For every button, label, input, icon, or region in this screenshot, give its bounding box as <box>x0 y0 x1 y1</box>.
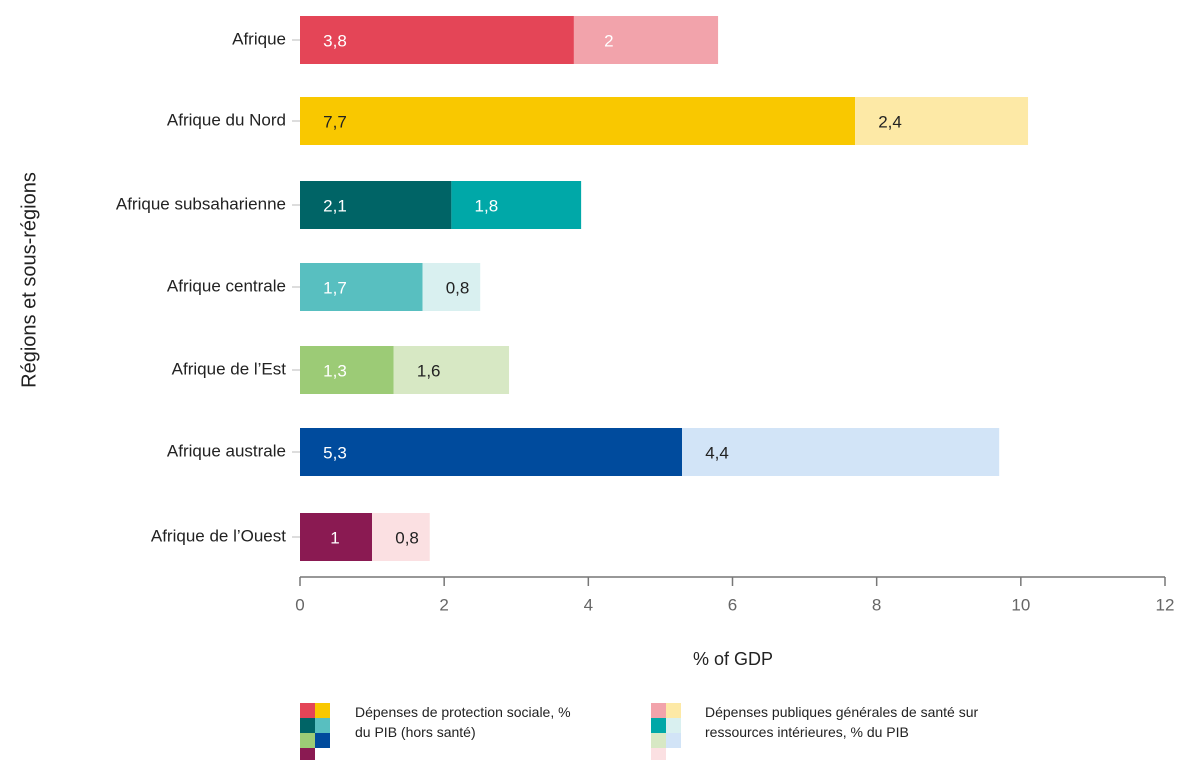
y-axis-label: Régions et sous-régions <box>18 172 40 388</box>
legend-swatch <box>666 703 681 718</box>
x-tick-label: 8 <box>872 595 881 614</box>
legend-swatch <box>666 733 681 748</box>
legend-swatch <box>315 703 330 718</box>
legend-swatch <box>300 748 315 760</box>
x-tick-label: 4 <box>584 595 593 614</box>
data-label: 1,8 <box>475 196 499 215</box>
bar-segment <box>393 346 510 394</box>
legend-swatch <box>315 733 330 748</box>
data-label: 0,8 <box>395 528 419 547</box>
data-label: 2 <box>604 31 613 50</box>
legend-label: Dépenses publiques générales de santé su… <box>705 704 979 740</box>
x-tick-label: 2 <box>439 595 448 614</box>
data-label: 0,8 <box>446 278 470 297</box>
y-tick-label: Afrique centrale <box>167 276 286 295</box>
data-label: 1,6 <box>417 361 441 380</box>
y-tick-label: Afrique de l’Ouest <box>151 526 286 545</box>
bar-segment <box>300 513 373 561</box>
x-tick-label: 6 <box>728 595 737 614</box>
bar-segment <box>573 16 719 64</box>
data-label: 7,7 <box>323 112 347 131</box>
bar-segment <box>451 181 582 229</box>
y-tick-label: Afrique subsaharienne <box>116 194 286 213</box>
x-tick-label: 12 <box>1156 595 1175 614</box>
legend-swatch <box>651 703 666 718</box>
data-label: 1,7 <box>323 278 347 297</box>
bar-segment <box>300 428 683 476</box>
legend-swatch <box>315 718 330 733</box>
legend-swatch <box>300 733 315 748</box>
legend-swatch <box>651 718 666 733</box>
y-tick-label: Afrique <box>232 29 286 48</box>
x-tick-label: 0 <box>295 595 304 614</box>
legend-label: Dépenses de protection sociale, % du PIB… <box>355 704 571 740</box>
bar-segment <box>372 513 430 561</box>
data-label: 2,4 <box>878 112 902 131</box>
legend-swatch <box>651 748 666 760</box>
y-tick-label: Afrique du Nord <box>167 110 286 129</box>
bar-segment <box>300 346 394 394</box>
data-label: 4,4 <box>705 443 729 462</box>
bar-segment <box>855 97 1029 145</box>
bar-segment <box>422 263 481 311</box>
legend-swatch <box>300 718 315 733</box>
data-label: 3,8 <box>323 31 347 50</box>
bar-segment <box>300 97 856 145</box>
x-axis-label: % of GDP <box>693 649 773 669</box>
data-label: 1 <box>330 528 339 547</box>
data-label: 2,1 <box>323 196 347 215</box>
y-tick-label: Afrique australe <box>167 441 286 460</box>
y-tick-label: Afrique de l’Est <box>172 359 287 378</box>
legend-swatch <box>651 733 666 748</box>
bar-segment <box>300 181 452 229</box>
data-label: 5,3 <box>323 443 347 462</box>
legend-swatch <box>666 718 681 733</box>
legend-swatch <box>300 703 315 718</box>
bar-segment <box>682 428 1000 476</box>
x-tick-label: 10 <box>1011 595 1030 614</box>
bar-segment <box>300 263 423 311</box>
data-label: 1,3 <box>323 361 347 380</box>
bar-segment <box>300 16 574 64</box>
